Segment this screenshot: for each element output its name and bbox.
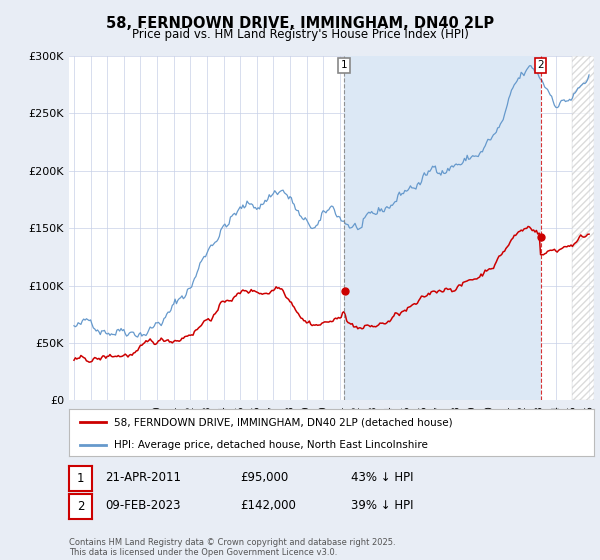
Text: HPI: Average price, detached house, North East Lincolnshire: HPI: Average price, detached house, Nort…: [113, 440, 427, 450]
Text: Contains HM Land Registry data © Crown copyright and database right 2025.
This d: Contains HM Land Registry data © Crown c…: [69, 538, 395, 557]
Text: 09-FEB-2023: 09-FEB-2023: [105, 498, 181, 512]
Text: 2: 2: [537, 60, 544, 70]
Text: Price paid vs. HM Land Registry's House Price Index (HPI): Price paid vs. HM Land Registry's House …: [131, 28, 469, 41]
Text: 2: 2: [77, 500, 84, 513]
Bar: [344, 56, 541, 400]
Text: 58, FERNDOWN DRIVE, IMMINGHAM, DN40 2LP: 58, FERNDOWN DRIVE, IMMINGHAM, DN40 2LP: [106, 16, 494, 31]
Text: 43% ↓ HPI: 43% ↓ HPI: [351, 470, 413, 484]
Text: 58, FERNDOWN DRIVE, IMMINGHAM, DN40 2LP (detached house): 58, FERNDOWN DRIVE, IMMINGHAM, DN40 2LP …: [113, 417, 452, 427]
Text: 21-APR-2011: 21-APR-2011: [105, 470, 181, 484]
Text: 1: 1: [341, 60, 347, 70]
Text: £95,000: £95,000: [240, 470, 288, 484]
Text: 1: 1: [77, 472, 84, 485]
Text: 39% ↓ HPI: 39% ↓ HPI: [351, 498, 413, 512]
Text: £142,000: £142,000: [240, 498, 296, 512]
Bar: [572, 56, 594, 400]
